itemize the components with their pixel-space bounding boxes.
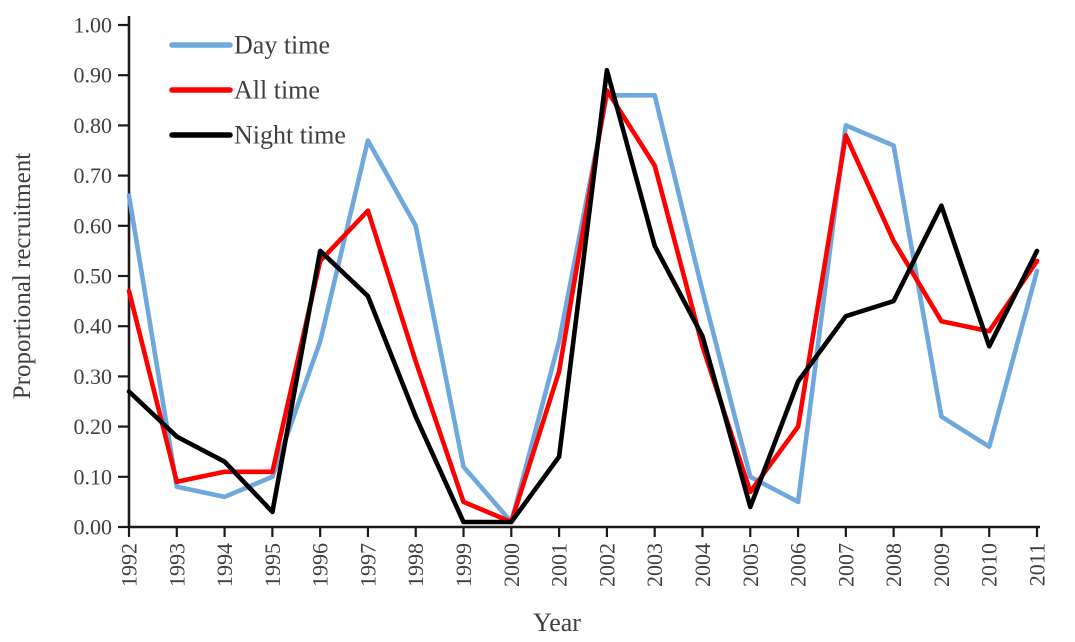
- y-tick-label: 0.30: [74, 364, 113, 389]
- y-tick-label: 0.10: [74, 464, 113, 489]
- x-tick-label: 2010: [977, 543, 1002, 587]
- x-tick-label: 1993: [164, 543, 189, 587]
- series-line-night-time: [126, 67, 1040, 525]
- x-axis-title: Year: [533, 608, 581, 637]
- x-tick-label: 1996: [308, 543, 333, 587]
- x-tick-label: 2004: [690, 543, 715, 587]
- x-tick-label: 1998: [403, 543, 428, 587]
- y-tick-label: 0.20: [74, 414, 113, 439]
- legend-label-night-time: Night time: [234, 121, 346, 150]
- x-tick-label: 1994: [212, 543, 237, 587]
- y-tick-label: 0.50: [74, 264, 113, 289]
- series-line-day-time: [126, 93, 1040, 525]
- y-tick-label: 1.00: [74, 13, 113, 38]
- x-tick-label: 1992: [117, 543, 142, 587]
- y-tick-label: 0.80: [74, 113, 113, 138]
- x-tick-label: 2006: [786, 543, 811, 587]
- x-tick-label: 2001: [547, 543, 572, 587]
- x-tick-label: 1997: [355, 543, 380, 587]
- y-axis-title: Proportional recruitment: [9, 153, 36, 400]
- x-tick-label: 2011: [1025, 543, 1050, 586]
- series-line-all-time: [126, 88, 1040, 525]
- x-tick-label: 2000: [499, 543, 524, 587]
- x-tick-label: 2009: [929, 543, 954, 587]
- legend-label-day-time: Day time: [234, 31, 330, 60]
- x-tick-label: 2003: [642, 543, 667, 587]
- y-tick-label: 0.70: [74, 163, 113, 188]
- y-tick-label: 0.40: [74, 314, 113, 339]
- x-tick-label: 1995: [260, 543, 285, 587]
- x-tick-label: 2008: [881, 543, 906, 587]
- y-tick-label: 0.90: [74, 63, 113, 88]
- legend-label-all-time: All time: [234, 76, 320, 105]
- x-tick-label: 2007: [833, 543, 858, 587]
- y-tick-label: 0.00: [74, 515, 113, 540]
- y-tick-label: 0.60: [74, 213, 113, 238]
- x-tick-label: 2002: [594, 543, 619, 587]
- x-tick-label: 1999: [451, 543, 476, 587]
- x-tick-label: 2005: [738, 543, 763, 587]
